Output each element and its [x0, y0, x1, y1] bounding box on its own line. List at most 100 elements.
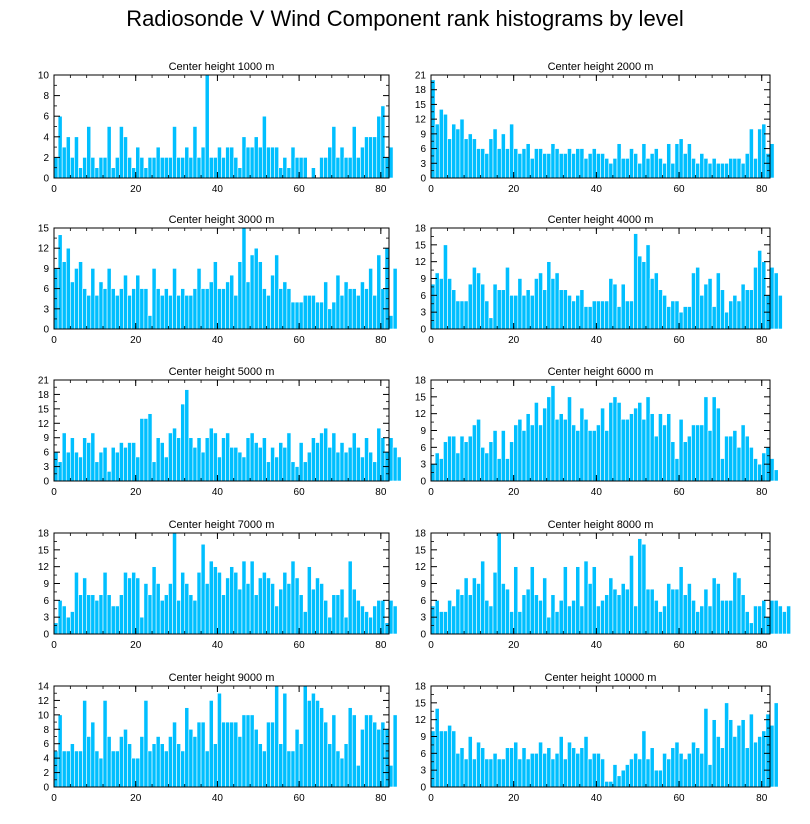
histogram-bar	[736, 158, 742, 179]
histogram-bar	[208, 427, 214, 482]
histogram-bar	[290, 750, 296, 788]
x-tick-label: 60	[673, 184, 685, 195]
histogram-bar	[217, 456, 222, 482]
histogram-bar	[245, 146, 251, 179]
histogram-bar	[674, 300, 680, 330]
histogram-bar	[237, 451, 243, 482]
histogram-bar	[196, 268, 202, 330]
histogram-bar	[649, 153, 655, 179]
histogram-bar	[249, 432, 255, 482]
histogram-bar	[496, 148, 502, 179]
histogram-bar	[217, 571, 222, 635]
histogram-bar	[645, 588, 651, 635]
histogram-bar	[262, 288, 267, 330]
x-tick-label: 20	[508, 335, 520, 346]
histogram-bar	[249, 560, 255, 635]
histogram-bar	[699, 295, 705, 330]
histogram-bar	[529, 566, 535, 635]
histogram-bar	[356, 295, 361, 330]
histogram-bar	[620, 583, 626, 635]
y-tick-label: 3	[420, 308, 426, 319]
histogram-bar	[761, 730, 767, 788]
histogram-bar	[86, 736, 92, 788]
histogram-bar	[319, 301, 324, 330]
histogram-bar	[620, 769, 626, 788]
x-tick-label: 0	[51, 335, 57, 346]
histogram-bar	[579, 289, 585, 330]
histogram-bar	[674, 741, 680, 788]
histogram-bar	[740, 424, 746, 482]
histogram-bar	[695, 611, 701, 635]
histogram-bar	[666, 413, 672, 482]
histogram-bar	[262, 571, 267, 635]
histogram-bar	[213, 743, 218, 788]
histogram-bar	[213, 566, 218, 635]
x-tick-label: 0	[51, 640, 57, 651]
x-tick-label: 20	[130, 640, 142, 651]
histogram-bar	[769, 266, 775, 330]
histogram-bar	[562, 289, 568, 330]
histogram-bar	[513, 424, 519, 482]
y-tick-label: 2	[43, 153, 49, 164]
histogram-bar	[70, 437, 75, 482]
histogram-bar	[339, 442, 345, 482]
y-tick-label: 9	[420, 426, 426, 437]
histogram-bar	[192, 126, 198, 179]
histogram-bar	[200, 451, 206, 482]
histogram-bar	[139, 288, 145, 330]
histogram-bar	[612, 283, 618, 330]
y-tick-label: 6	[43, 596, 49, 607]
histogram-bar	[90, 157, 96, 179]
histogram-bar	[587, 583, 593, 635]
histogram-bar	[184, 389, 190, 482]
histogram-bar	[641, 543, 647, 635]
histogram-bar	[372, 605, 378, 635]
histogram-bar	[695, 266, 701, 330]
y-tick-label: 18	[415, 682, 427, 693]
x-tick-label: 0	[51, 487, 57, 498]
histogram-bar	[176, 157, 181, 179]
y-tick-label: 12	[415, 115, 427, 126]
histogram-bar	[347, 560, 353, 635]
histogram-bar	[567, 741, 572, 788]
histogram-bar	[302, 461, 308, 482]
histogram-bar	[480, 148, 486, 179]
histogram-bar	[147, 413, 153, 482]
histogram-bar	[102, 700, 108, 788]
histogram-bar	[488, 758, 494, 788]
histogram-bar	[102, 447, 108, 482]
histogram-bar	[715, 407, 721, 482]
histogram-bar	[143, 288, 149, 330]
histogram-bar	[274, 456, 279, 482]
y-tick-label: 10	[38, 71, 50, 82]
histogram-bar	[724, 435, 729, 482]
histogram-bar	[538, 741, 543, 788]
histogram-bar	[356, 765, 361, 788]
histogram-bar	[245, 281, 251, 330]
histogram-bar	[135, 274, 141, 330]
histogram-bar	[438, 278, 444, 330]
histogram-bar	[204, 583, 210, 635]
histogram-bar	[637, 402, 643, 482]
histogram-bar	[257, 447, 263, 482]
histogram-bar	[380, 437, 386, 482]
histogram-bar	[147, 594, 153, 635]
histogram-bar	[517, 758, 523, 788]
histogram-bar	[509, 295, 514, 330]
histogram-bar	[110, 605, 116, 635]
y-tick-label: 9	[420, 579, 426, 590]
histogram-bar	[392, 605, 398, 635]
histogram-bar	[596, 300, 601, 330]
histogram-bar	[740, 283, 746, 330]
histogram-bar	[757, 128, 763, 179]
histogram-bar	[319, 157, 324, 179]
histogram-bar	[736, 447, 742, 482]
histogram-bar	[388, 315, 394, 330]
histogram-bar	[360, 728, 365, 788]
histogram-bar	[529, 158, 535, 179]
histogram-bar	[335, 451, 341, 482]
histogram-bar	[773, 469, 779, 482]
histogram-bar	[127, 157, 132, 179]
histogram-bar	[364, 714, 369, 788]
histogram-bar	[707, 605, 713, 635]
